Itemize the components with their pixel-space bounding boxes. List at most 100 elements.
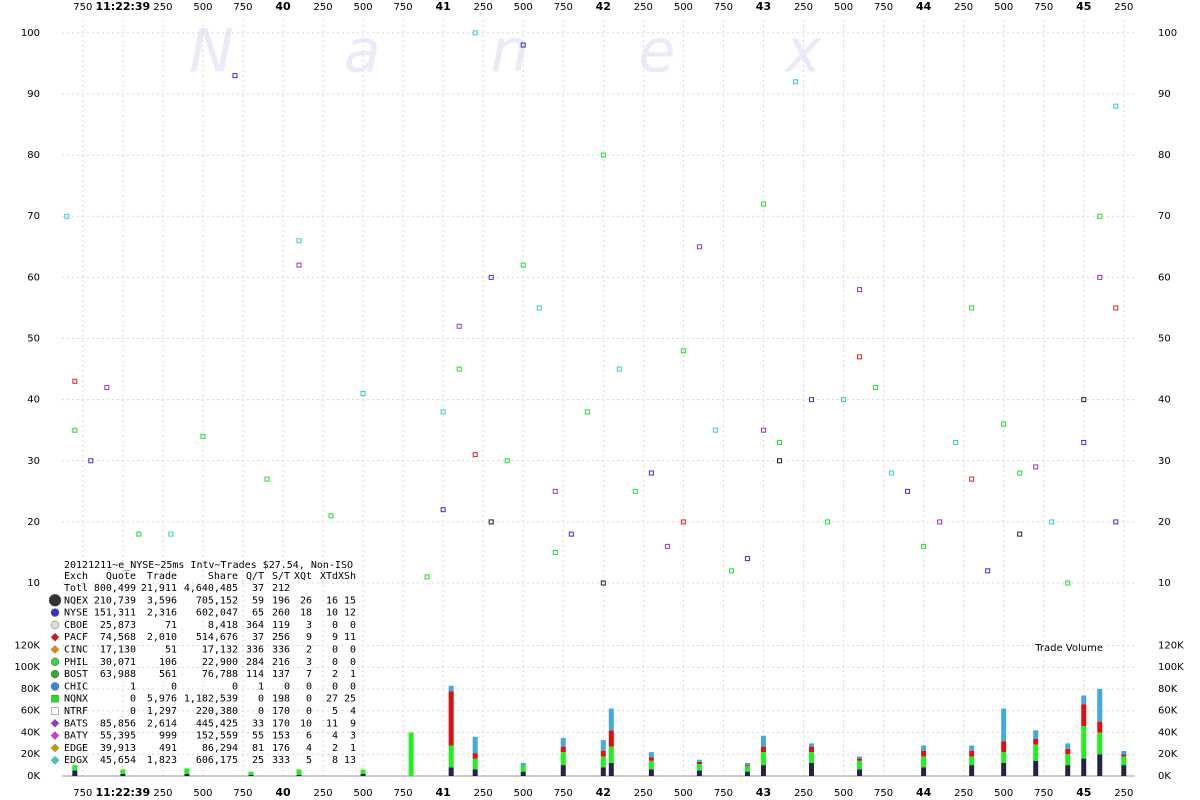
trade-point [456,366,462,372]
table-cell: 37 [252,583,264,594]
table-cell: 445,425 [196,718,238,729]
volume-bar [921,745,927,751]
volume-bar [744,766,750,772]
table-header: Exch [64,571,88,582]
table-cell: 5 [306,755,312,766]
legend-marker [50,743,60,753]
x-tick-label: 44 [916,0,932,13]
y-tick-label: 40K [21,727,41,738]
trade-point [825,519,831,525]
table-cell: 176 [272,743,290,754]
table-cell: NQEX [64,595,88,606]
table-cell: 3,596 [147,595,177,606]
trade-point [648,470,654,476]
table-cell: EDGX [64,755,88,766]
trade-point [1081,439,1087,445]
table-cell: 74,568 [100,632,136,643]
volume-bar [857,760,863,770]
volume-bar [248,771,254,775]
trade-point [857,287,863,293]
table-cell: PHIL [64,657,88,668]
x-tick-label: 250 [794,2,813,13]
y-tick-label: 80K [1158,684,1178,695]
volume-bar [1097,688,1103,722]
trade-point [552,488,558,494]
volume-bar [969,756,975,766]
volume-bar [472,769,478,776]
x-tick-label: 11:22:39 [95,786,150,799]
table-cell: 0 [258,706,264,717]
volume-bar [760,752,766,766]
table-cell: 16 [326,595,338,606]
table-cell: 85,856 [100,718,136,729]
volume-bar [808,746,814,753]
volume-bar [520,762,526,766]
table-cell: 71 [165,620,177,631]
trade-point [969,305,975,311]
trade-point [360,391,366,397]
volume-bar [120,769,126,774]
table-cell: EDGE [64,743,88,754]
legend-marker [50,657,60,667]
volume-bar [1001,762,1007,776]
table-cell: 12 [344,608,356,619]
table-cell: 37 [252,632,264,643]
volume-bar [696,759,702,762]
y-tick-label: 70 [27,211,40,222]
table-cell: 170 [272,718,290,729]
legend-marker [50,682,60,691]
table-cell: 2 [332,669,338,680]
trade-point [72,378,78,384]
trade-point [1017,531,1023,537]
trade-point [985,568,991,574]
table-cell: BATY [64,731,88,742]
volume-title: Trade Volume [1034,643,1103,654]
x-tick-label: 250 [474,788,493,799]
table-cell: 220,380 [196,706,238,717]
volume-bar [760,765,766,776]
x-tick-label: 500 [674,788,693,799]
table-header: XQt [294,571,312,582]
trade-point [1017,470,1023,476]
table-cell: 9 [306,632,312,643]
table-cell: BOST [64,669,88,680]
y-tick-label: 40 [1158,395,1171,406]
y-tick-label: 50 [1158,334,1171,345]
volume-bar [1001,741,1007,753]
x-tick-label: 40 [275,0,291,13]
x-tick-label: 11:22:39 [95,0,150,13]
table-cell: 4 [350,706,356,717]
x-tick-label: 500 [834,788,853,799]
volume-bar [120,773,126,776]
volume-bar [1097,754,1103,776]
trade-point [520,262,526,268]
table-header: XSh [338,571,356,582]
y-tick-label: 30 [27,456,40,467]
table-cell: 196 [272,595,290,606]
y-tick-label: 90 [27,89,40,100]
table-title: 20121211~e_NYSE~25ms Intv~Trades $27.54,… [64,560,353,571]
table-cell: 11 [326,718,338,729]
table-cell: 10 [300,718,312,729]
table-cell: 45,654 [100,755,136,766]
x-tick-label: 750 [554,788,573,799]
table-cell: CHIC [64,681,88,692]
table-cell: 0 [306,694,312,705]
volume-bar [296,774,302,776]
trade-point [200,433,206,439]
table-header: Share [208,571,238,582]
volume-bar [560,737,566,747]
table-cell: 4 [306,743,312,754]
x-tick-label: 500 [514,2,533,13]
y-tick-label: 100 [1158,28,1177,39]
volume-bar [448,691,454,746]
volume-bar [1033,744,1039,761]
table-cell: 2 [306,645,312,656]
table-cell: 22,900 [202,657,238,668]
volume-bar [72,765,78,771]
volume-bar [560,752,566,766]
legend-marker [51,707,59,715]
x-tick-label: 250 [634,2,653,13]
table-cell: 1 [350,669,356,680]
table-cell: 8 [332,755,338,766]
